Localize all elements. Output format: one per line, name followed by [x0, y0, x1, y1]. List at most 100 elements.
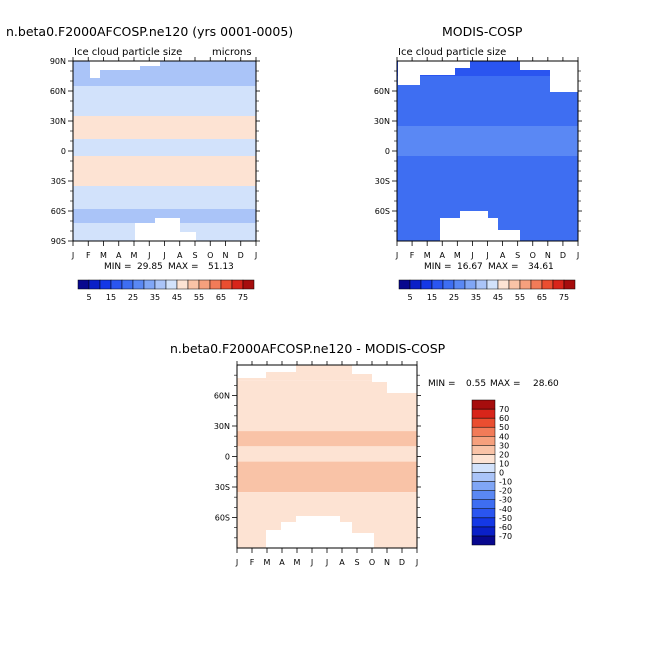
- colorbar-swatch: [471, 535, 496, 546]
- colorbar-swatch: [519, 279, 532, 290]
- x-tick-label: D: [399, 558, 405, 567]
- colorbar-label: 55: [515, 293, 525, 302]
- x-tick-label: M: [131, 251, 138, 260]
- colorbar-label: 20: [499, 450, 509, 459]
- colorbar-label: 65: [537, 293, 547, 302]
- x-tick-label: J: [235, 558, 238, 567]
- colorbar-swatch: [409, 279, 422, 290]
- panel-obs-missing-region-top: [398, 61, 578, 92]
- colorbar-swatch: [121, 279, 134, 290]
- latitude-band: [397, 126, 578, 156]
- panel-model-title: n.beta0.F2000AFCOSP.ne120 (yrs 0001-0005…: [6, 24, 293, 39]
- latitude-band: [73, 139, 256, 156]
- panel-obs-max-label: MAX =: [488, 262, 519, 272]
- x-tick-label: D: [560, 251, 566, 260]
- panel-diff-title: n.beta0.F2000AFCOSP.ne120 - MODIS-COSP: [170, 341, 446, 356]
- x-tick-label: J: [325, 558, 328, 567]
- panel-model-min-label: MIN =: [104, 262, 132, 272]
- colorbar-swatch: [486, 279, 499, 290]
- panel-model-missing-region-top: [90, 61, 160, 78]
- colorbar-swatch: [530, 279, 543, 290]
- colorbar-swatch: [220, 279, 233, 290]
- x-tick-label: O: [207, 251, 213, 260]
- colorbar-swatch: [154, 279, 167, 290]
- latitude-band: [73, 106, 256, 116]
- panel-model-colorbar: 5 15 25 35 45 55 65 75: [77, 279, 255, 302]
- colorbar-swatch: [471, 426, 496, 437]
- panel-obs-min-label: MIN =: [424, 262, 452, 272]
- colorbar-swatch: [552, 279, 565, 290]
- y-tick-label: 60S: [215, 514, 230, 523]
- colorbar-swatch: [471, 499, 496, 509]
- colorbar-label: 5: [86, 293, 91, 302]
- panel-obs-max-value: 34.61: [528, 262, 554, 272]
- colorbar-swatch: [497, 279, 510, 290]
- panel-diff-missing-region: [266, 516, 374, 548]
- y-tick-label: 0: [385, 147, 390, 156]
- colorbar-swatch: [110, 279, 123, 290]
- panel-diff-min-label: MIN =: [428, 379, 456, 389]
- y-tick-label: 60N: [374, 87, 390, 96]
- panel-model: n.beta0.F2000AFCOSP.ne120 (yrs 0001-0005…: [6, 24, 293, 302]
- colorbar-swatch: [471, 508, 496, 519]
- x-tick-label: D: [238, 251, 244, 260]
- colorbar-swatch: [471, 408, 496, 419]
- colorbar-label: 45: [493, 293, 503, 302]
- panel-model-min-value: 29.85: [137, 262, 163, 272]
- colorbar-label: 75: [238, 293, 248, 302]
- panel-model-field: [73, 61, 256, 241]
- x-tick-label: J: [485, 251, 488, 260]
- x-tick-label: N: [223, 251, 229, 260]
- colorbar-label: -70: [499, 532, 512, 541]
- colorbar-swatch: [143, 279, 156, 290]
- colorbar-label: 75: [559, 293, 569, 302]
- colorbar-label: 25: [128, 293, 138, 302]
- x-tick-label: S: [192, 251, 197, 260]
- panel-model-units: microns: [212, 47, 252, 58]
- colorbar-swatch: [132, 279, 145, 290]
- x-tick-label: O: [369, 558, 375, 567]
- colorbar-swatch: [453, 279, 466, 290]
- panel-obs-min-value: 16.67: [457, 262, 483, 272]
- panel-obs-title: MODIS-COSP: [442, 24, 523, 39]
- colorbar-label: 65: [216, 293, 226, 302]
- x-tick-label: J: [576, 251, 579, 260]
- colorbar-swatch: [209, 279, 222, 290]
- colorbar-label: -30: [499, 496, 512, 505]
- x-tick-label: J: [395, 251, 398, 260]
- colorbar-label: -60: [499, 523, 512, 532]
- colorbar-swatch: [471, 399, 496, 410]
- colorbar-swatch: [471, 417, 496, 428]
- y-tick-label: 30S: [375, 177, 390, 186]
- x-tick-label: O: [530, 251, 536, 260]
- colorbar-swatch: [508, 279, 521, 290]
- colorbar-swatch: [471, 463, 496, 473]
- x-tick-label: S: [515, 251, 520, 260]
- colorbar-label: 15: [427, 293, 437, 302]
- y-tick-label: 0: [61, 147, 66, 156]
- panel-diff-max-value: 28.60: [533, 379, 559, 389]
- colorbar-label: -40: [499, 505, 512, 514]
- colorbar-label: -10: [499, 478, 512, 487]
- x-tick-label: A: [116, 251, 122, 260]
- x-tick-label: F: [410, 251, 415, 260]
- colorbar-swatch: [464, 279, 477, 290]
- panel-diff: n.beta0.F2000AFCOSP.ne120 - MODIS-COSP J…: [170, 341, 559, 567]
- latitude-band: [397, 76, 578, 111]
- y-tick-label: 60N: [214, 392, 230, 401]
- panel-diff-missing-region-top: [237, 365, 417, 393]
- x-tick-label: F: [250, 558, 255, 567]
- colorbar-swatch: [431, 279, 444, 290]
- colorbar-label: 35: [471, 293, 481, 302]
- colorbar-swatch: [165, 279, 178, 290]
- colorbar-label: -20: [499, 487, 512, 496]
- latitude-band: [73, 186, 256, 209]
- panel-obs-colorbar: 5 15 25 35 45 55 65 75: [398, 279, 576, 302]
- colorbar-swatch: [541, 279, 554, 290]
- latitude-band: [237, 461, 417, 493]
- latitude-band: [73, 156, 256, 186]
- colorbar-label: 50: [499, 423, 509, 432]
